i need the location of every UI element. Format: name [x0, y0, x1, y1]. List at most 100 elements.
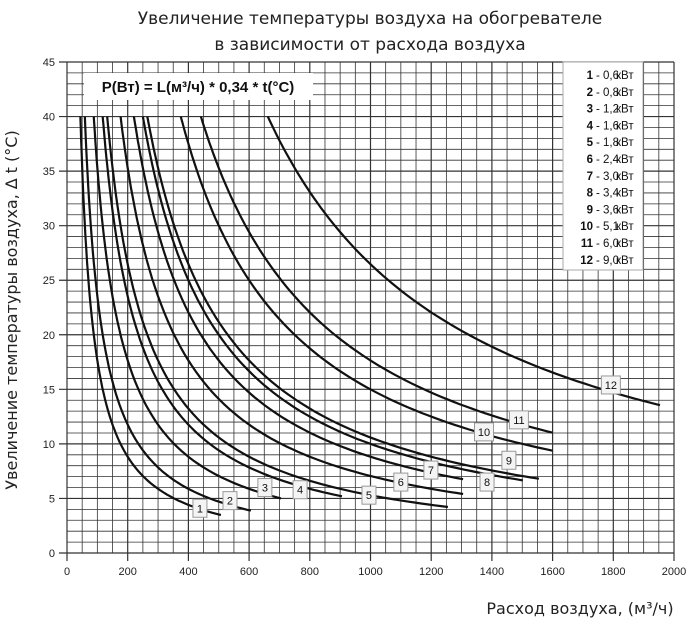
- x-tick-label: 600: [240, 566, 258, 578]
- legend-id: 5: [587, 137, 594, 149]
- curve-1: [79, 116, 222, 517]
- legend-box: [562, 61, 644, 271]
- y-axis-label: Увеличение температуры воздуха, ∆ t (°C): [2, 130, 21, 489]
- curve-4: [101, 116, 343, 498]
- chart-title-line-1: Увеличение температуры воздуха на обогре…: [138, 9, 603, 29]
- legend-value: - 6,0: [596, 238, 619, 250]
- legend-id: 7: [587, 171, 593, 183]
- y-tick-label: 15: [43, 384, 55, 396]
- curve-label-box-9: [501, 450, 517, 470]
- curve-7: [132, 116, 464, 481]
- legend-id: 10: [580, 221, 593, 233]
- legend-id: 9: [587, 204, 593, 216]
- y-tick-label: 30: [43, 221, 55, 233]
- chart-title-line-2: в зависимости от расхода воздуха: [214, 35, 525, 55]
- curve-label-box-11: [508, 410, 529, 430]
- legend-id: 1: [587, 70, 594, 82]
- legend-unit: кВт: [616, 238, 634, 250]
- legend-unit: кВт: [616, 171, 634, 183]
- curve-label-box-10: [474, 422, 495, 442]
- x-tick-label: 0: [64, 566, 70, 578]
- tick-labels: 0 200 400 600 800 1000 1200 1400 1600 1800 2000 0 5 1…: [43, 57, 686, 578]
- legend-unit: кВт: [616, 87, 634, 99]
- curve-6: [119, 116, 464, 496]
- y-tick-label: 20: [43, 330, 55, 342]
- legend-value: - 0,6: [596, 70, 619, 82]
- x-tick-label: 1000: [358, 566, 382, 578]
- x-tick-label: 800: [301, 566, 319, 578]
- x-tick-label: 200: [119, 566, 137, 578]
- curve-label-1: 1: [197, 503, 203, 515]
- curve-label-4: 4: [297, 485, 303, 497]
- legend-unit: кВт: [616, 70, 634, 82]
- grid: [59, 61, 675, 561]
- curve-11: [199, 116, 553, 434]
- curve-label-3: 3: [262, 483, 268, 495]
- legend-id: 11: [581, 238, 594, 250]
- y-tick-label: 0: [49, 548, 55, 560]
- legend-id: 6: [587, 154, 593, 166]
- x-tick-label: 1800: [601, 566, 625, 578]
- y-tick-label: 40: [43, 112, 55, 124]
- legend-unit: кВт: [616, 137, 634, 149]
- legend-value: - 3,4: [596, 188, 620, 200]
- y-tick-label: 10: [43, 439, 55, 451]
- curve-label-6: 6: [398, 477, 404, 489]
- legend-unit: кВт: [616, 120, 634, 132]
- curve-label-box-4: [292, 480, 308, 500]
- legend-id: 2: [587, 87, 593, 99]
- curve-label-box-3: [257, 478, 273, 498]
- x-tick-label: 400: [179, 566, 197, 578]
- curve-label-5: 5: [366, 490, 372, 502]
- curve-label-box-5: [361, 485, 377, 505]
- formula: P(Вт) = L(м³/ч) * 0,34 * t(°C): [102, 79, 295, 96]
- curve-label-12: 12: [605, 380, 617, 392]
- legend-value: - 3,0: [596, 171, 619, 183]
- legend-id: 12: [580, 255, 593, 267]
- curve-label-7: 7: [428, 465, 434, 477]
- legend-unit: кВт: [616, 221, 634, 233]
- curve-label-box-1: [192, 498, 208, 518]
- curve-label-box-8: [479, 472, 495, 492]
- legend-unit: кВт: [616, 104, 634, 116]
- legend-id: 4: [587, 120, 594, 132]
- legend-unit: кВт: [616, 204, 634, 216]
- y-tick-label: 5: [49, 493, 55, 505]
- legend-value: - 1,6: [596, 120, 619, 132]
- legend-value: - 2,4: [596, 154, 620, 166]
- curve-label-10: 10: [478, 427, 490, 439]
- y-tick-label: 25: [43, 275, 55, 287]
- curve-label-box-6: [393, 472, 409, 492]
- legend-value: - 1,2: [596, 104, 619, 116]
- y-tick-label: 35: [43, 166, 55, 178]
- x-tick-label: 1200: [419, 566, 443, 578]
- curve-3: [92, 116, 282, 500]
- curve-12: [266, 116, 661, 407]
- formula-box: [84, 73, 313, 100]
- curve-9: [146, 116, 540, 480]
- curve-2: [83, 116, 252, 512]
- y-tick-label: 45: [43, 57, 55, 69]
- x-axis-label: Расход воздуха, (м³/ч): [486, 599, 673, 618]
- x-tick-label: 2000: [662, 566, 686, 578]
- legend-value: - 0,8: [596, 87, 619, 99]
- legend-value: - 9,0: [596, 255, 619, 267]
- legend-unit: кВт: [616, 154, 634, 166]
- legend-id: 3: [587, 104, 593, 116]
- x-tick-label: 1600: [540, 566, 564, 578]
- legend-unit: кВт: [616, 188, 634, 200]
- curve-10: [179, 116, 553, 452]
- curve-label-2: 2: [227, 496, 233, 508]
- legend-value: - 3,6: [596, 204, 619, 216]
- curve-label-box-12: [600, 375, 621, 395]
- curve-label-8: 8: [484, 477, 490, 489]
- legend-value: - 5,1: [596, 221, 619, 233]
- curve-label-box-7: [423, 460, 439, 480]
- legend-unit: кВт: [616, 255, 634, 267]
- curve-label-11: 11: [513, 415, 524, 427]
- x-tick-label: 1400: [480, 566, 504, 578]
